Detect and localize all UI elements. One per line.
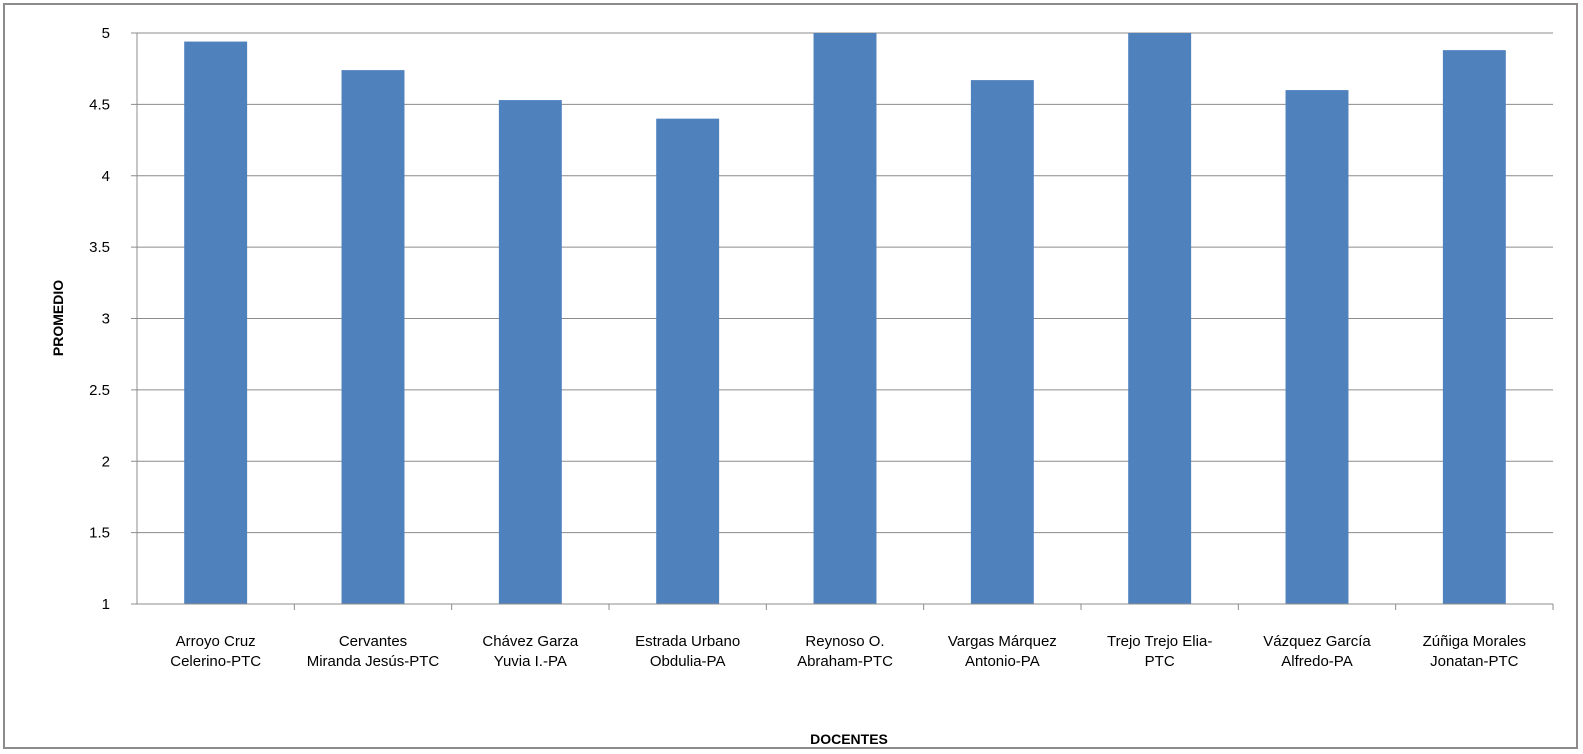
bar xyxy=(1285,90,1349,605)
y-axis-title: PROMEDIO xyxy=(50,280,66,356)
y-tick-label: 4 xyxy=(102,168,110,185)
bars xyxy=(184,33,1506,605)
y-tick-labels: 1 1.5 2 2.5 3 3.5 4 4.5 5 xyxy=(89,25,110,613)
y-tick-label: 1.5 xyxy=(89,525,110,542)
y-tick-label: 3.5 xyxy=(89,239,110,256)
y-tick-label: 3 xyxy=(102,311,110,328)
bar xyxy=(970,80,1034,605)
x-category-label: Alfredo-PA xyxy=(1281,653,1352,670)
y-tick-label: 2 xyxy=(102,453,110,470)
bar xyxy=(1442,50,1506,604)
bar xyxy=(656,118,720,605)
x-category-label: Arroyo Cruz xyxy=(176,633,256,650)
y-tick-label: 4.5 xyxy=(89,96,110,113)
x-category-label: Trejo Trejo Elia- xyxy=(1107,633,1212,650)
x-category-label: Zúñiga Morales xyxy=(1423,633,1526,650)
bar xyxy=(341,70,405,605)
bar xyxy=(184,41,248,604)
bar xyxy=(498,100,562,604)
x-category-label: Chávez Garza xyxy=(482,633,579,650)
x-category-label: Reynoso O. xyxy=(805,633,884,650)
y-tick-label: 1 xyxy=(102,596,110,613)
x-category-label: Obdulia-PA xyxy=(650,653,726,670)
x-category-label: Miranda Jesús-PTC xyxy=(307,653,440,670)
x-category-label: Yuvia I.-PA xyxy=(494,653,567,670)
x-category-label: Vázquez García xyxy=(1263,633,1371,650)
bar xyxy=(1128,33,1192,604)
x-category-label: PTC xyxy=(1145,653,1175,670)
x-category-label: Estrada Urbano xyxy=(635,633,740,650)
x-category-label: Cervantes xyxy=(339,633,407,650)
x-axis-title: DOCENTES xyxy=(810,731,888,747)
x-category-label: Abraham-PTC xyxy=(797,653,893,670)
axes xyxy=(131,32,1554,610)
x-category-label: Antonio-PA xyxy=(965,653,1040,670)
x-category-labels: Arroyo Cruz Celerino-PTC Cervantes Miranda … xyxy=(170,633,1526,670)
x-category-label: Vargas Márquez xyxy=(948,633,1057,650)
y-tick-label: 5 xyxy=(102,25,110,42)
y-tick-label: 2.5 xyxy=(89,382,110,399)
bar xyxy=(813,33,877,604)
x-category-label: Jonatan-PTC xyxy=(1430,653,1519,670)
x-category-label: Celerino-PTC xyxy=(170,653,261,670)
